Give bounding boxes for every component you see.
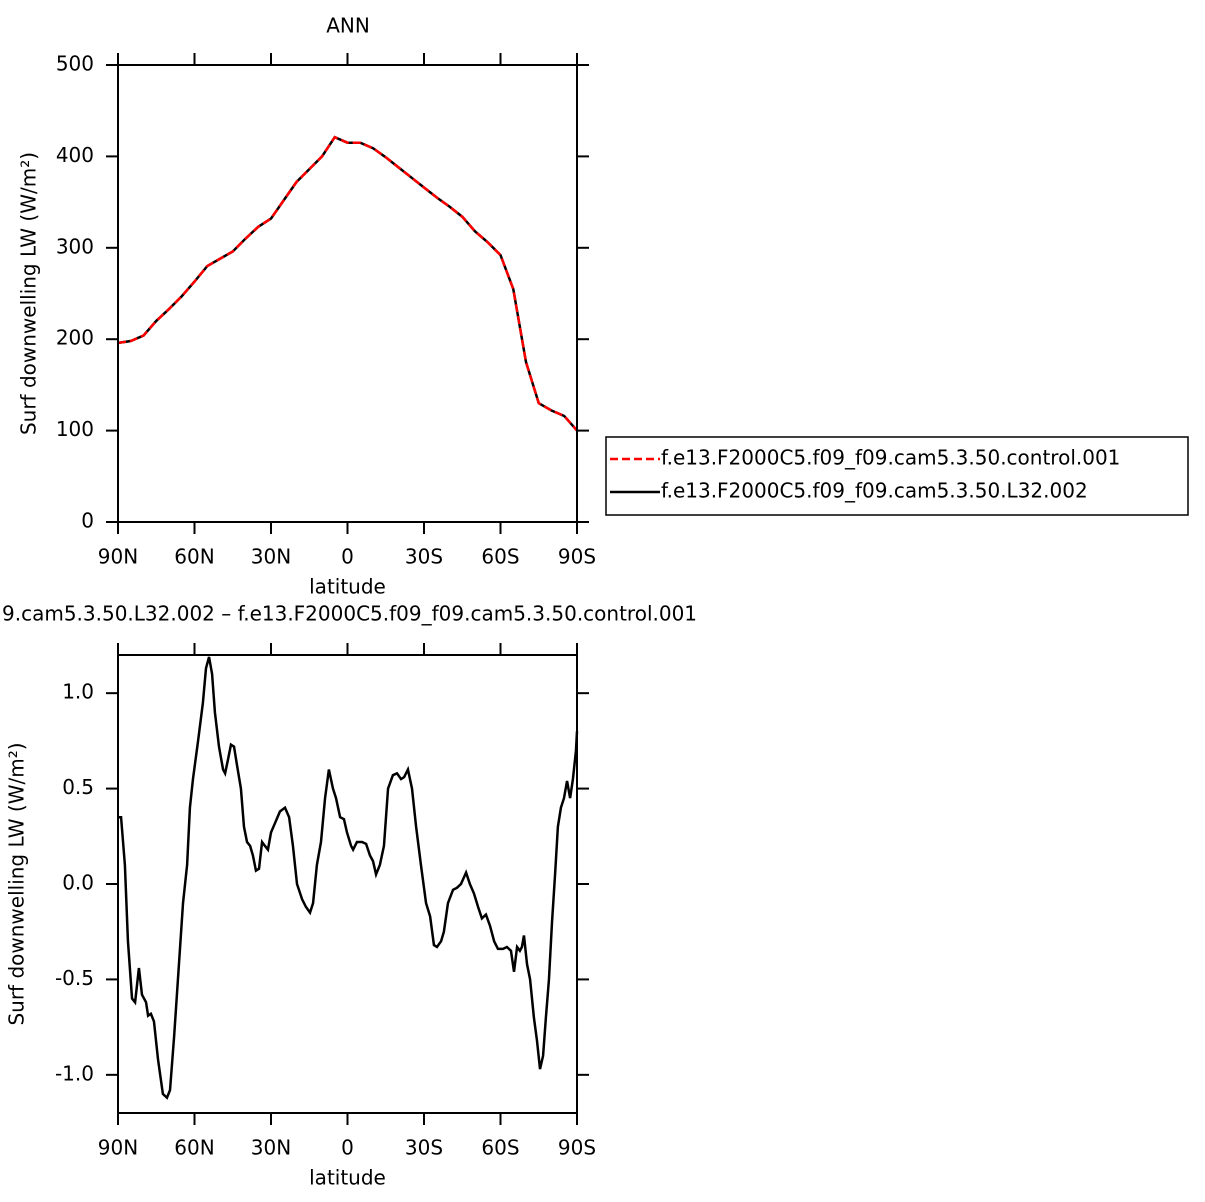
y-tick-label: 1.0 (62, 680, 94, 704)
x-tick-label: 90S (558, 545, 596, 569)
x-tick-label: 60N (174, 1136, 214, 1160)
x-tick-label: 60N (174, 545, 214, 569)
x-tick-label: 90N (98, 1136, 138, 1160)
y-axis-label: Surf downwelling LW (W/m²) (5, 742, 29, 1025)
y-tick-label: 400 (56, 143, 94, 167)
y-tick-label: 0.0 (62, 871, 94, 895)
chart-title: ANN (326, 14, 370, 38)
x-tick-label: 60S (481, 1136, 519, 1160)
x-axis-label: latitude (309, 575, 386, 599)
x-tick-label: 30N (251, 1136, 291, 1160)
x-tick-label: 0 (341, 1136, 354, 1160)
y-tick-label: -1.0 (55, 1061, 94, 1085)
x-tick-label: 0 (341, 545, 354, 569)
legend-label: f.e13.F2000C5.f09_f09.cam5.3.50.control.… (661, 446, 1120, 470)
y-tick-label: 300 (56, 234, 94, 258)
x-tick-label: 60S (481, 545, 519, 569)
x-axis-label: latitude (309, 1166, 386, 1190)
data-line (117, 135, 578, 432)
legend-label: f.e13.F2000C5.f09_f09.cam5.3.50.L32.002 (661, 479, 1088, 503)
y-tick-label: 0 (81, 509, 94, 533)
x-tick-label: 30S (405, 545, 443, 569)
x-tick-label: 30S (405, 1136, 443, 1160)
data-line (118, 656, 579, 1100)
chart-title: 9.cam5.3.50.L32.002 – f.e13.F2000C5.f09_… (2, 602, 697, 626)
plot-frame (117, 654, 578, 1114)
y-tick-label: 0.5 (62, 775, 94, 799)
data-line (117, 135, 578, 432)
y-tick-label: 200 (56, 326, 94, 350)
y-tick-label: 500 (56, 52, 94, 76)
legend-box (605, 436, 1189, 516)
x-tick-label: 30N (251, 545, 291, 569)
plot-frame (117, 64, 578, 523)
y-axis-label: Surf downwelling LW (W/m²) (17, 152, 41, 435)
y-tick-label: 100 (56, 417, 94, 441)
x-tick-label: 90N (98, 545, 138, 569)
x-tick-label: 90S (558, 1136, 596, 1160)
y-tick-label: -0.5 (55, 966, 94, 990)
